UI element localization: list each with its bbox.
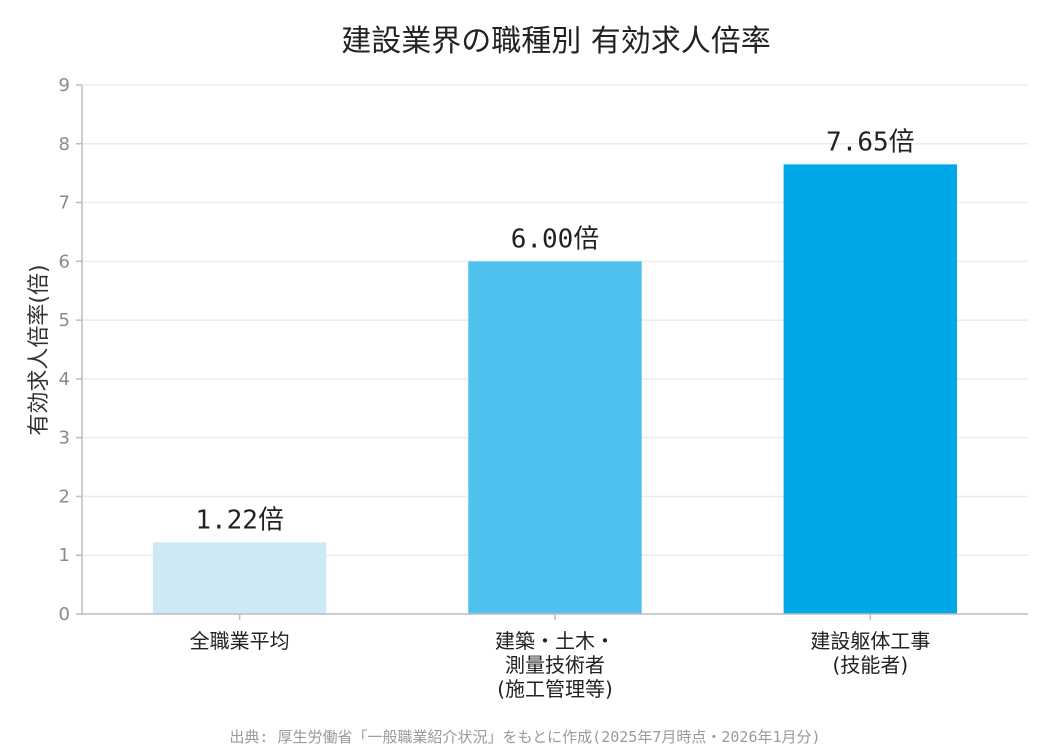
bar (152, 542, 327, 614)
x-tick-label: (施工管理等) (497, 677, 613, 701)
y-tick-label: 1 (59, 545, 70, 566)
x-tick-label: 建設躯体工事 (810, 629, 930, 653)
y-tick-label: 7 (59, 193, 70, 214)
y-tick-label: 4 (59, 369, 70, 390)
data-label: 1.22倍 (195, 505, 284, 535)
x-tick-label: 建築・土木・ (495, 629, 615, 653)
x-tick-label: 全職業平均 (190, 629, 290, 653)
source-note: 出典: 厚生労働省「一般職業紹介状況」をもとに作成(2025年7月時点・2026… (229, 728, 820, 746)
x-tick-label: 測量技術者 (505, 653, 605, 677)
y-tick-label: 3 (59, 428, 70, 449)
y-tick-label: 9 (59, 75, 70, 96)
bar (468, 261, 642, 614)
y-tick-label: 6 (59, 251, 70, 272)
y-tick-label: 2 (59, 486, 70, 507)
bars: 1.22倍 6.00倍 7.65倍 (152, 127, 958, 614)
bar (783, 164, 958, 614)
y-tick-label: 5 (59, 310, 70, 331)
y-axis-ticks: 0 1 2 3 4 5 6 7 8 9 (59, 75, 82, 625)
y-axis-label: 有効求人倍率(倍) (27, 264, 52, 435)
x-tick-label: (技能者) (833, 653, 909, 677)
y-tick-label: 8 (59, 134, 70, 155)
x-axis-categories: 全職業平均 建築・土木・測量技術者(施工管理等) 建設躯体工事(技能者) (190, 614, 930, 701)
data-label: 6.00倍 (511, 224, 600, 254)
chart-title: 建設業界の職種別 有効求人倍率 (341, 24, 771, 59)
y-tick-label: 0 (59, 604, 70, 625)
data-label: 7.65倍 (826, 127, 915, 157)
